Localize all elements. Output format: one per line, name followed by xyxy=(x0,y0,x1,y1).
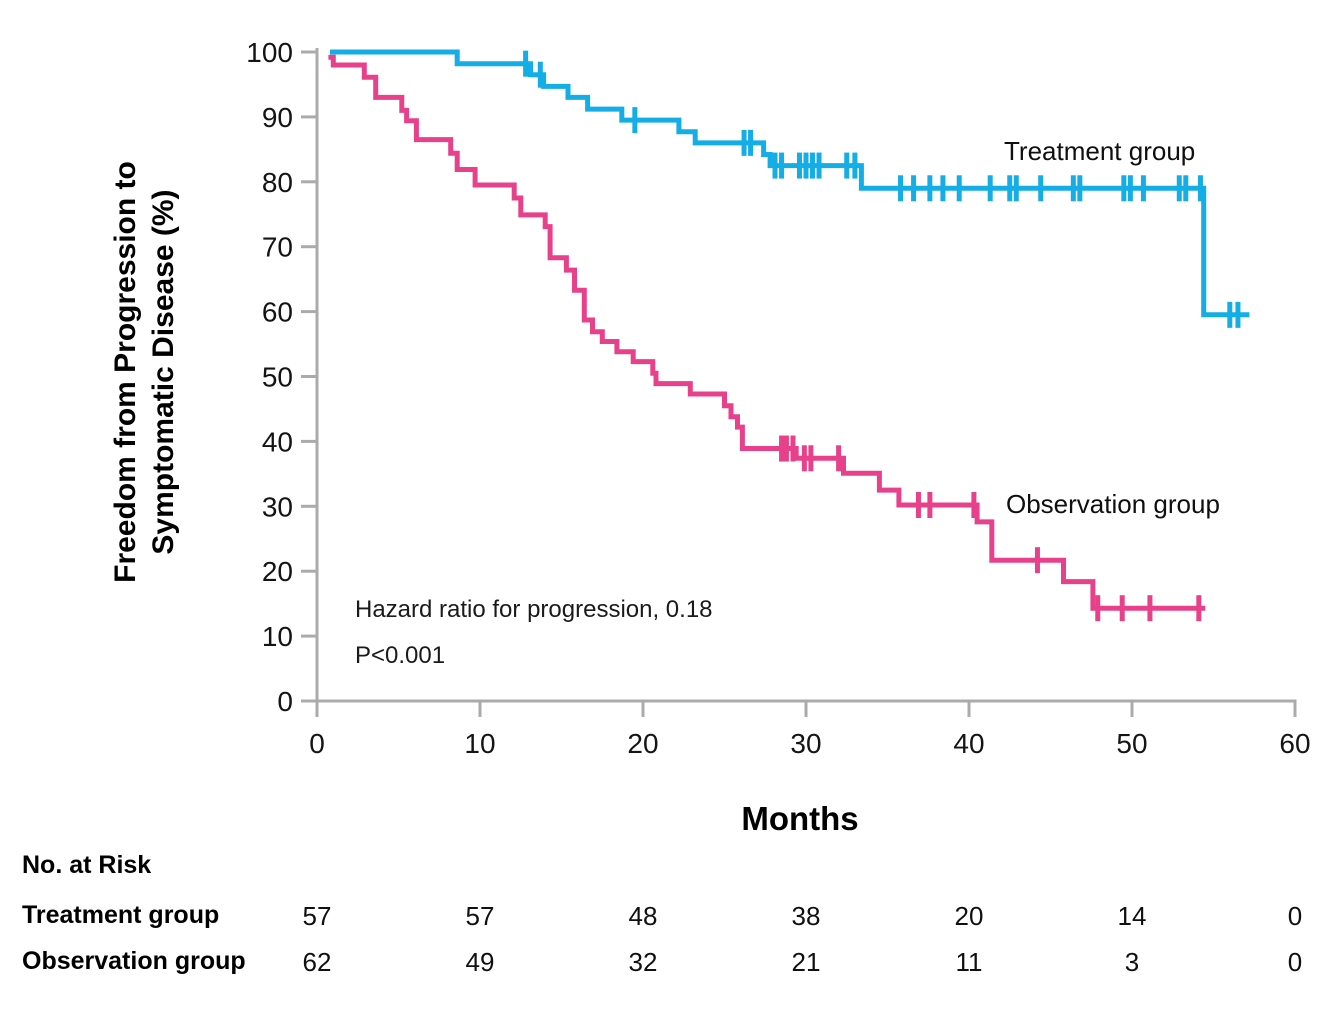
p-value-annotation: P<0.001 xyxy=(355,642,446,669)
hazard-ratio-annotation: Hazard ratio for progression, 0.18 xyxy=(355,596,713,623)
risk-value: 11 xyxy=(955,947,983,977)
x-tick-label: 0 xyxy=(309,728,325,759)
x-tick-label: 30 xyxy=(790,728,821,759)
y-tick-label: 50 xyxy=(262,362,293,393)
y-tick-label: 90 xyxy=(262,102,293,133)
risk-row-label-treatment: Treatment group xyxy=(22,901,220,929)
y-tick-label: 20 xyxy=(262,556,293,587)
risk-value: 20 xyxy=(954,901,984,931)
y-tick-label: 0 xyxy=(277,686,293,717)
km-curve-treatment xyxy=(330,49,1250,318)
risk-value: 48 xyxy=(628,901,658,931)
treatment-group-label: Treatment group xyxy=(1004,136,1196,166)
risk-value: 0 xyxy=(1287,947,1303,977)
risk-value: 3 xyxy=(1124,947,1140,977)
y-tick-label: 60 xyxy=(262,297,293,328)
x-tick-label: 60 xyxy=(1279,728,1310,759)
risk-row-label-observation: Observation group xyxy=(22,947,246,975)
risk-table-header: No. at Risk xyxy=(22,851,152,879)
y-tick-label: 10 xyxy=(262,621,293,652)
risk-value: 57 xyxy=(465,901,495,931)
x-tick-label: 50 xyxy=(1116,728,1147,759)
x-tick-label: 40 xyxy=(953,728,984,759)
risk-value: 49 xyxy=(465,947,495,977)
risk-value: 62 xyxy=(302,947,332,977)
risk-value: 57 xyxy=(302,901,332,931)
y-tick-label: 30 xyxy=(262,491,293,522)
km-plot: 0 10 20 30 40 50 60 70 80 90 100 0 10 20 30 40 50 60 xyxy=(246,37,1310,759)
y-tick-label: 70 xyxy=(262,232,293,263)
risk-value: 32 xyxy=(628,947,658,977)
observation-group-label: Observation group xyxy=(1006,489,1220,519)
risk-value: 38 xyxy=(791,901,821,931)
km-curve-observation xyxy=(328,54,1206,611)
x-tick-label: 10 xyxy=(464,728,495,759)
risk-value: 0 xyxy=(1287,901,1303,931)
x-axis-title: Months xyxy=(741,800,859,837)
risk-value: 14 xyxy=(1117,901,1147,931)
y-tick-label: 100 xyxy=(246,37,293,68)
x-tick-label: 20 xyxy=(627,728,658,759)
y-tick-label: 40 xyxy=(262,426,293,457)
risk-value: 21 xyxy=(791,947,821,977)
y-tick-label: 80 xyxy=(262,167,293,198)
